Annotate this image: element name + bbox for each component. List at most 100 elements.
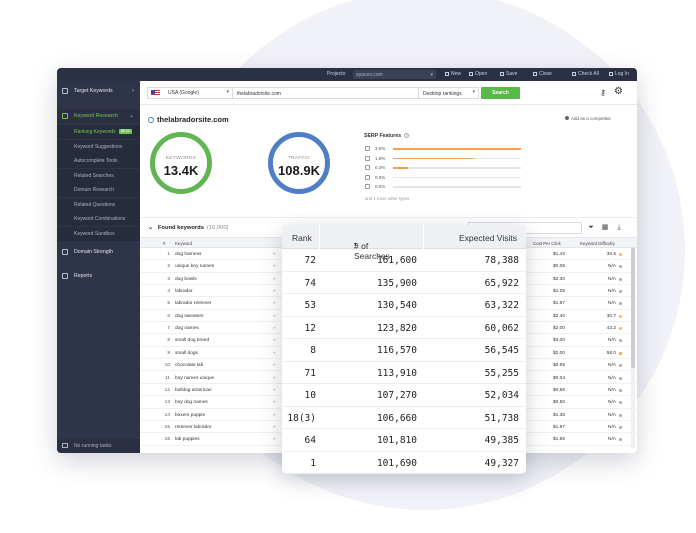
row-number: 16 — [164, 437, 170, 443]
project-select[interactable]: spaces.com ▾ — [353, 70, 436, 79]
row-keyword: labrador retriever — [175, 301, 212, 307]
open-button[interactable]: Open — [469, 71, 487, 77]
search-button[interactable]: Search — [481, 87, 520, 99]
difficulty-dot-icon — [619, 401, 622, 405]
check-all-button[interactable]: Check All — [572, 71, 599, 77]
row-number: 10 — [164, 363, 170, 369]
difficulty-dot-icon — [619, 290, 622, 294]
save-button[interactable]: Save — [500, 71, 517, 77]
expand-arrows-icon[interactable]: » — [273, 289, 276, 295]
chevron-down-icon: ⌄ — [148, 225, 153, 231]
sidebar-item-reports[interactable]: Reports — [57, 269, 140, 283]
expand-arrows-icon[interactable]: » — [273, 375, 276, 381]
key-icon[interactable]: ⚷ — [600, 88, 606, 97]
expand-arrows-icon[interactable]: » — [273, 412, 276, 418]
row-cpc: $1.35 — [552, 412, 565, 418]
sidebar-item-related-searches[interactable]: Related Searches — [57, 168, 140, 183]
scrollbar-thumb[interactable] — [631, 248, 635, 368]
col-cpc[interactable]: Cost Per Click — [533, 241, 561, 246]
login-button[interactable]: Log In — [609, 71, 629, 77]
gear-icon[interactable]: ⚙ — [614, 86, 623, 97]
sidebar-item-target-keywords[interactable]: Target Keywords › — [57, 84, 140, 98]
sidebar-item-keyword-sandbox[interactable]: Keyword Sandbox — [57, 226, 140, 241]
serp-feature-row: 0.0% — [365, 174, 525, 182]
difficulty-dot-icon — [619, 364, 622, 368]
rankings-select[interactable]: Desktop rankings ▾ — [419, 87, 479, 99]
save-icon — [500, 71, 504, 76]
add-competitor-link[interactable]: Add as a competitor — [565, 116, 611, 121]
expand-arrows-icon[interactable]: » — [273, 301, 276, 307]
sidebar-item-autocomplete-tools[interactable]: Autocomplete Tools — [57, 154, 140, 168]
searches-value: 123,820 — [376, 322, 417, 334]
rank-detail-card: Rank # of Searches ▾ Expected Visits 72 1… — [282, 225, 526, 474]
help-icon[interactable]: ? — [404, 133, 410, 138]
sidebar-item-keyword-suggestions[interactable]: Keyword Suggestions — [57, 139, 140, 154]
sidebar-item-domain-strength[interactable]: Domain Strength — [57, 245, 140, 259]
sidebar-item-ranking-keywords[interactable]: Ranking Keywords BETA — [57, 125, 140, 139]
row-keyword: boy names unique — [175, 375, 215, 381]
top-toolbar: Projects: spaces.com ▾ New Open Save Clo… — [57, 68, 637, 81]
columns-icon[interactable]: ▦ — [601, 224, 609, 231]
rank-detail-row: 74 135,900 65,922 — [282, 272, 526, 295]
sort-desc-icon: ▾ — [354, 242, 358, 248]
sidebar-item-related-questions[interactable]: Related Questions — [57, 197, 140, 212]
col-number[interactable]: # — [163, 241, 166, 246]
sidebar-item-keyword-research[interactable]: Keyword Research ⌄ — [57, 109, 140, 123]
expand-arrows-icon[interactable]: » — [273, 264, 276, 270]
visits-value: 65,922 — [484, 277, 519, 289]
row-kd: N/A — [608, 363, 616, 369]
running-tasks-status[interactable]: No running tasks — [57, 439, 140, 453]
serp-feature-bar — [393, 157, 521, 160]
row-keyword: small dog breed — [175, 338, 210, 344]
row-keyword: bulldog american — [175, 387, 212, 393]
col-kd[interactable]: Keyword Difficulty — [580, 241, 615, 246]
expand-arrows-icon[interactable]: » — [273, 400, 276, 406]
found-keywords-title[interactable]: ⌄ Found keywords (10,000) — [148, 225, 229, 231]
serp-feature-percent: 3.0% — [375, 146, 386, 151]
traffic-label: TRAFFIC — [287, 156, 311, 161]
col-keyword[interactable]: Keyword — [175, 241, 193, 246]
expand-arrows-icon[interactable]: » — [273, 276, 276, 282]
serp-features-title: SERP Features? — [364, 133, 410, 139]
expand-arrows-icon[interactable]: » — [273, 313, 276, 319]
tasks-icon — [62, 443, 68, 448]
globe-icon — [148, 116, 154, 123]
row-cpc: $1.05 — [552, 289, 565, 295]
rank-detail-row: 10 107,270 52,034 — [282, 384, 526, 407]
row-number: 7 — [167, 326, 170, 332]
col-expected-visits[interactable]: Expected Visits — [459, 233, 517, 243]
difficulty-dot-icon — [619, 302, 622, 306]
expand-arrows-icon[interactable]: » — [273, 387, 276, 393]
table-scrollbar[interactable] — [631, 248, 635, 448]
expand-arrows-icon[interactable]: » — [273, 350, 276, 356]
sidebar-item-domain-research[interactable]: Domain Research — [57, 183, 140, 197]
keywords-ring: KEYWORDS 13.4K — [150, 132, 212, 194]
difficulty-dot-icon — [619, 265, 622, 269]
serp-feature-bar-fill — [393, 157, 474, 160]
close-button[interactable]: Close — [533, 71, 552, 77]
expand-arrows-icon[interactable]: » — [273, 363, 276, 369]
rank-value: 18(3) — [287, 412, 316, 424]
serp-feature-row: 3.0% — [365, 145, 525, 153]
row-number: 12 — [164, 387, 170, 393]
download-icon[interactable]: ⤓ — [617, 224, 621, 231]
domain-input[interactable]: thelabradorsite.com — [233, 87, 419, 99]
new-button[interactable]: New — [445, 71, 461, 77]
visits-value: 60,062 — [484, 322, 519, 334]
difficulty-dot-icon — [619, 376, 622, 380]
expand-arrows-icon[interactable]: » — [273, 338, 276, 344]
chevron-right-icon: › — [132, 88, 134, 94]
expand-arrows-icon[interactable]: » — [273, 252, 276, 257]
col-rank[interactable]: Rank — [292, 233, 312, 243]
expand-arrows-icon[interactable]: » — [273, 424, 276, 430]
expand-arrows-icon[interactable]: » — [273, 326, 276, 332]
expand-arrows-icon[interactable]: » — [273, 437, 276, 443]
serp-feature-row: 0.0% — [365, 183, 525, 191]
filter-icon[interactable]: ⏷ — [588, 224, 594, 231]
country-select[interactable]: USA (Google) ▾ — [147, 87, 233, 99]
row-kd: N/A — [608, 301, 616, 307]
sidebar-item-keyword-combinations[interactable]: Keyword Combinations — [57, 212, 140, 226]
row-keyword: labrador — [175, 289, 193, 295]
searches-value: 101,810 — [376, 435, 417, 446]
rank-detail-row: 71 113,910 55,255 — [282, 362, 526, 385]
